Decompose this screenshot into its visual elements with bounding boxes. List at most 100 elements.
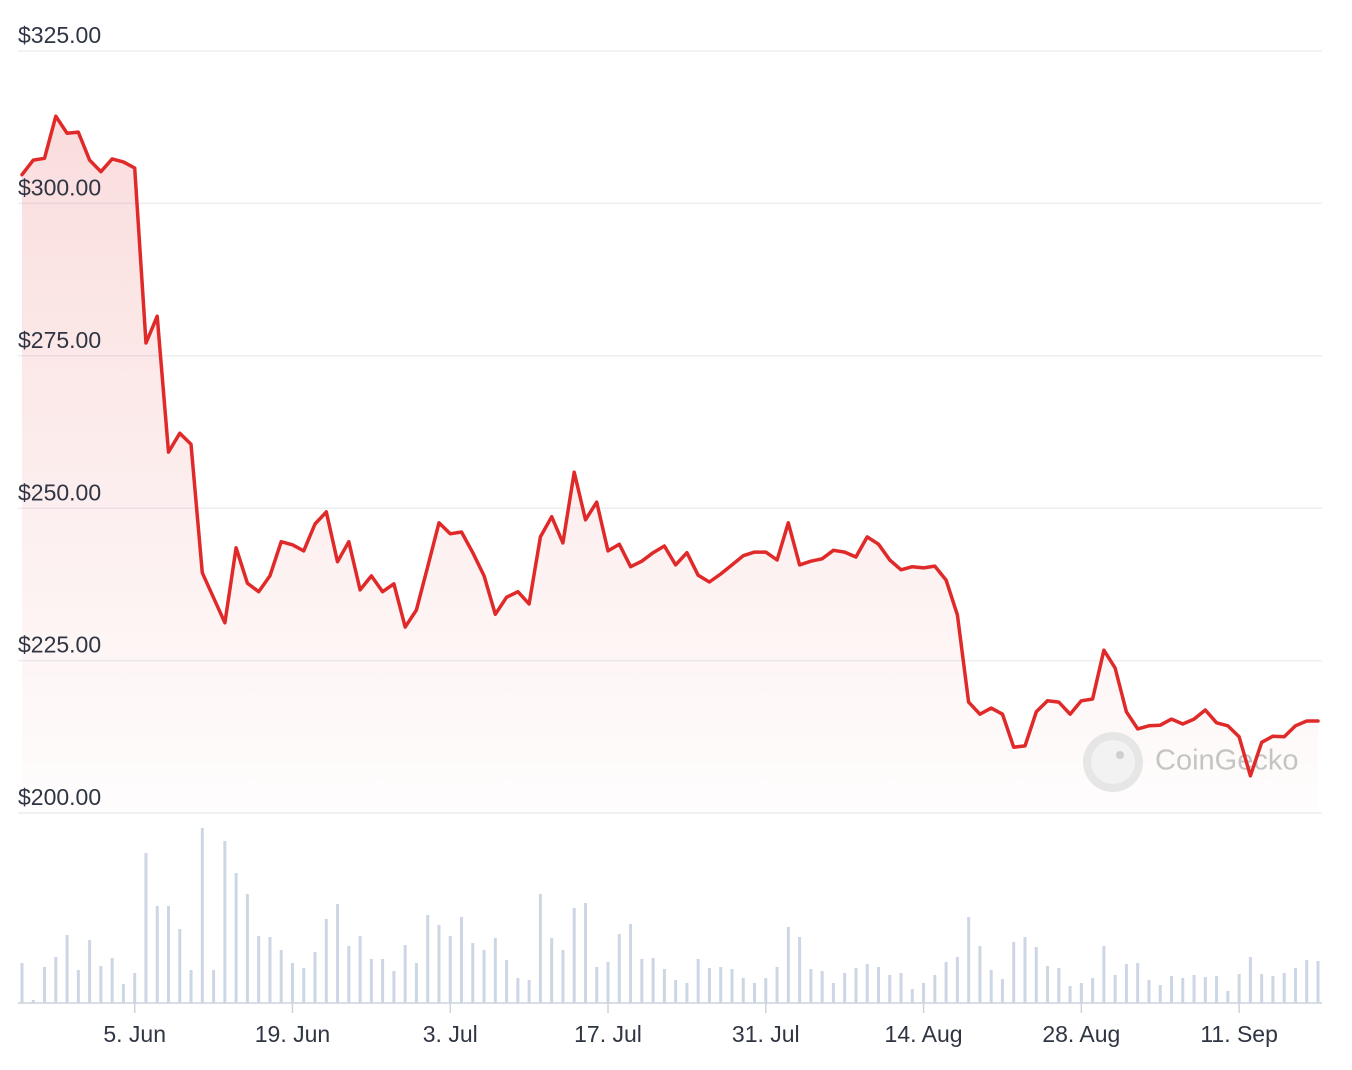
volume-bar [967,917,971,1003]
x-tick-label: 14. Aug [885,1021,963,1047]
y-tick-label: $250.00 [18,479,101,505]
volume-bar [369,959,373,1003]
volume-bar [313,952,317,1003]
volume-bar [133,973,137,1003]
volume-bar [20,963,24,1003]
volume-bar [922,983,926,1003]
x-tick-label: 17. Jul [574,1021,642,1047]
volume-bar [290,963,294,1003]
volume-bar [876,967,880,1003]
volume-bar [1237,974,1241,1003]
volume-bar [358,936,362,1003]
volume-bar [302,968,306,1003]
volume-bar [31,1000,35,1003]
volume-bar [798,937,802,1003]
volume-bar [1124,964,1128,1003]
volume-bar [809,969,813,1003]
grid [18,50,1322,1013]
volume-bar [719,967,723,1003]
y-tick-label: $275.00 [18,327,101,353]
volume-bar [1079,983,1083,1003]
volume-bar [1091,978,1095,1003]
volume-bar [831,983,835,1003]
volume-bar [1034,947,1038,1003]
volume-bar [1068,986,1072,1003]
volume-bar [189,970,193,1003]
volume-bar [1226,991,1230,1003]
volume-bar [933,975,937,1003]
volume-bar [268,937,272,1003]
volume-bar [1293,968,1297,1003]
volume-bar [279,950,283,1003]
volume-bar [1181,978,1185,1003]
volume-bar [110,958,114,1003]
volume-bar [854,968,858,1003]
volume-bar [707,968,711,1003]
volume-bar [234,873,238,1003]
volume-bar [471,943,475,1003]
volume-bar [1102,946,1106,1003]
volume-bar [617,934,621,1003]
volume-bar [1316,961,1320,1003]
volume-bar [538,894,542,1003]
y-tick-label: $325.00 [18,22,101,48]
volume-bar [448,936,452,1003]
volume-bar [1248,957,1252,1003]
y-tick-label: $300.00 [18,174,101,200]
volume-bar [1147,980,1151,1003]
volume-bar [764,978,768,1003]
volume-bar [347,946,351,1003]
volume-bar [1271,976,1275,1003]
volume-bar [651,958,655,1003]
volume-bar [1282,973,1286,1003]
y-tick-label: $200.00 [18,784,101,810]
volume-bar [629,924,633,1003]
volume-bar [223,841,227,1003]
volume-bar [178,929,182,1003]
volume-bar [493,938,497,1003]
volume-bar [595,967,599,1003]
x-tick-label: 19. Jun [255,1021,330,1047]
volume-bar [1215,976,1219,1003]
volume-bar [527,980,531,1003]
volume-bar [257,936,261,1003]
volume-bar [820,971,824,1003]
volume-bar [1192,975,1196,1003]
area-group [22,116,1318,813]
volume-bar [144,853,148,1003]
volume-bar [414,963,418,1003]
volume-bar [245,894,249,1003]
volume-bar [955,957,959,1003]
volume-bar [65,935,69,1003]
volume-bar [1023,937,1027,1003]
volume-bar [865,964,869,1003]
volume-bar [1000,979,1004,1003]
volume-bar [888,975,892,1003]
volume-bar [324,919,328,1003]
price-area [22,116,1318,813]
volume-bar [403,945,407,1003]
volume-bar [674,980,678,1003]
watermark-text: CoinGecko [1155,745,1298,777]
volume-bar [775,967,779,1003]
volume-bar [1169,976,1173,1003]
volume-bar [1046,966,1050,1003]
volume-bar [978,946,982,1003]
foreground: $200.00 $225.00 $250.00 $275.00 $300.00 $325.… [18,22,1320,1047]
volume-bar [1203,977,1207,1003]
volume-bar [989,970,993,1003]
volume-bar [685,983,689,1003]
x-tick-label: 5. Jun [103,1021,166,1047]
volume-bar [843,973,847,1003]
volume-bar [786,927,790,1003]
x-tick-label: 31. Jul [732,1021,800,1047]
volume-bar [426,915,430,1003]
volume-bar [583,903,587,1003]
volume-bar [1158,985,1162,1003]
x-tick-label: 11. Sep [1200,1021,1278,1047]
volume-bar [121,984,125,1003]
volume-bar [516,978,520,1003]
volume-bar [99,966,103,1003]
